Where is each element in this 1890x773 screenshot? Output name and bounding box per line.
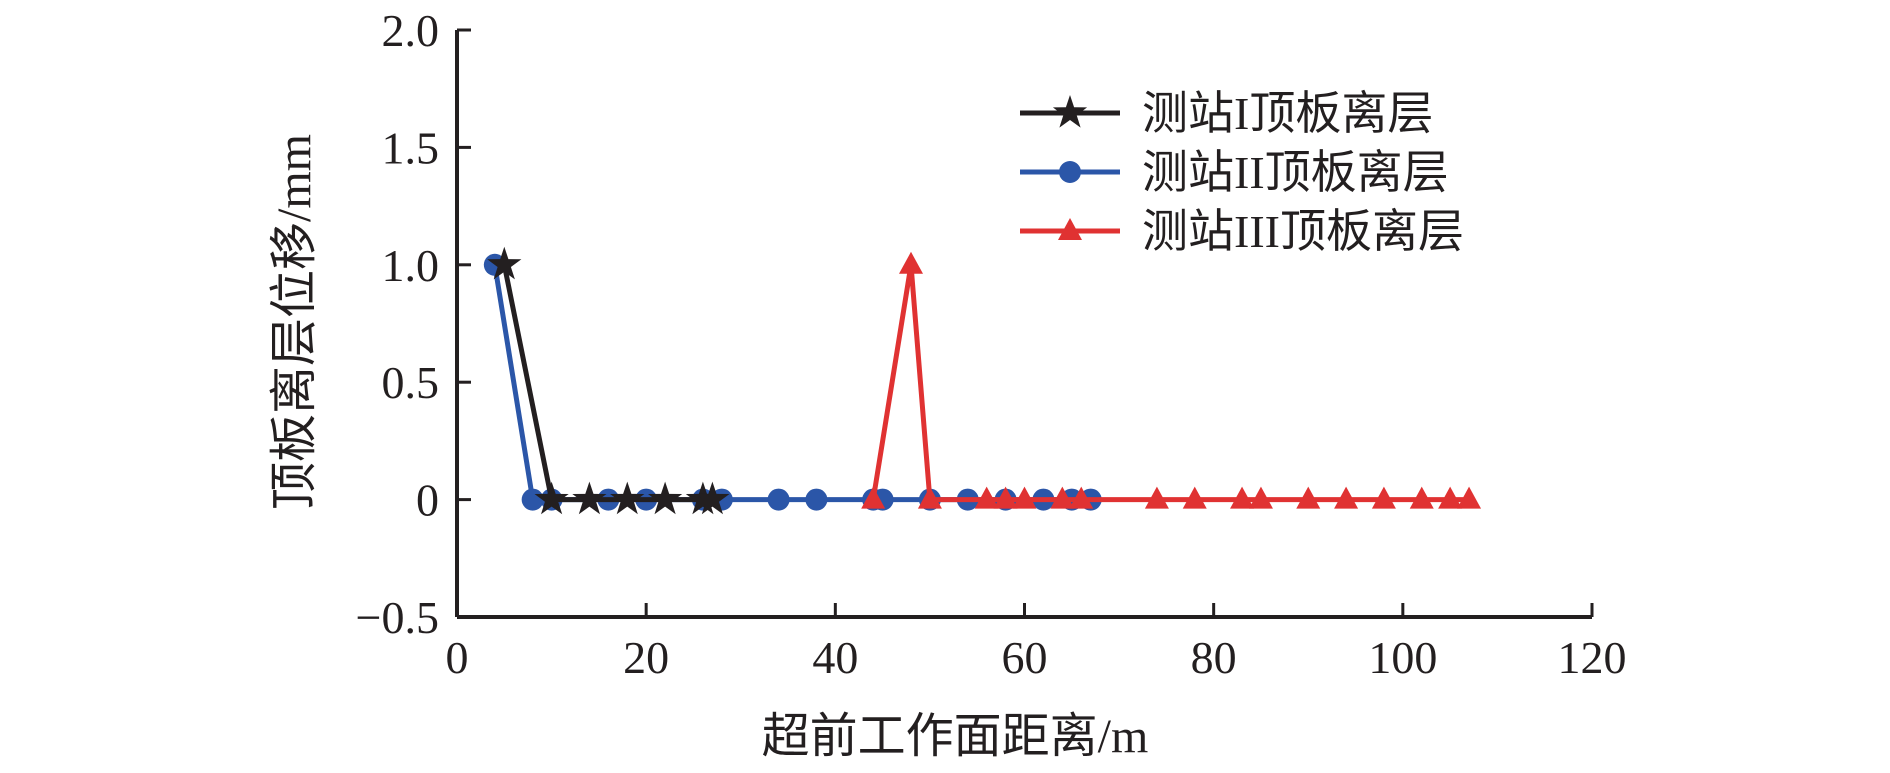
series-2-point — [767, 488, 790, 511]
x-tick-label: 100 — [1368, 632, 1437, 683]
y-axis-title: 顶板离层位移/mm — [268, 134, 321, 510]
legend-item-3: 测站III顶板离层 — [1020, 206, 1464, 257]
series-1 — [487, 246, 730, 515]
series-1-point — [648, 481, 683, 515]
series-1-point — [534, 481, 569, 515]
axes: −0.500.51.01.52.0 0 20 40 60 80 100 120 — [356, 5, 1627, 683]
series-1-point — [487, 246, 522, 280]
x-tick-label: 20 — [623, 632, 669, 683]
series-3-point — [1182, 486, 1207, 509]
x-axis-title: 超前工作面距离/m — [762, 710, 1149, 763]
series-3-point — [899, 251, 923, 274]
series-layer — [483, 246, 1482, 515]
series-1-point — [572, 481, 607, 515]
legend-label: 测站I顶板离层 — [1142, 88, 1433, 139]
y-tick-label: 0 — [416, 475, 439, 526]
series-3-point — [1144, 486, 1169, 509]
series-2 — [483, 253, 1102, 511]
series-3-point — [1050, 486, 1075, 509]
legend-label: 测站III顶板离层 — [1142, 206, 1464, 257]
series-2-point — [805, 488, 828, 511]
legend-item-2: 测站II顶板离层 — [1020, 147, 1449, 198]
legend-marker — [1058, 218, 1082, 240]
series-1-line — [501, 264, 713, 503]
legend-marker — [1052, 95, 1088, 128]
series-3-point — [1371, 486, 1396, 509]
series-3-point — [1334, 486, 1359, 509]
x-tick-label: 60 — [1002, 632, 1048, 683]
series-3-point — [1248, 486, 1273, 509]
series-3-point — [1457, 486, 1482, 509]
series-3-point — [861, 486, 886, 509]
x-tick-label: 0 — [446, 632, 469, 683]
series-2-line — [492, 264, 1091, 503]
series-3-line — [870, 264, 1469, 503]
y-tick-label: 0.5 — [382, 357, 440, 408]
legend-marker — [1059, 161, 1081, 183]
series-3-point — [1438, 486, 1463, 509]
y-tick-label: −0.5 — [356, 592, 439, 643]
x-tick-label: 40 — [812, 632, 858, 683]
series-3-point — [1069, 486, 1094, 509]
series-3-point — [1296, 486, 1321, 509]
y-tick-label: 2.0 — [382, 5, 440, 56]
series-3-point — [1409, 486, 1434, 509]
series-1-point — [610, 481, 645, 515]
y-tick-label: 1.5 — [382, 122, 440, 173]
series-3-point — [993, 486, 1018, 509]
series-3-point — [974, 486, 999, 509]
series-3-point — [917, 486, 942, 509]
x-tick-label: 80 — [1191, 632, 1237, 683]
x-tick-label: 120 — [1558, 632, 1627, 683]
x-ticks: 0 20 40 60 80 100 120 — [446, 603, 1627, 683]
legend-label: 测站II顶板离层 — [1142, 147, 1449, 198]
series-3-point — [1230, 486, 1255, 509]
legend-item-1: 测站I顶板离层 — [1020, 88, 1433, 139]
y-tick-label: 1.0 — [382, 240, 440, 291]
series-1-point — [695, 481, 730, 515]
series-3-point — [1012, 486, 1037, 509]
series-2-point — [521, 488, 544, 511]
y-ticks: −0.5 0 0.5 1.0 1.5 2.0 — [356, 5, 471, 643]
series-3 — [861, 251, 1482, 509]
